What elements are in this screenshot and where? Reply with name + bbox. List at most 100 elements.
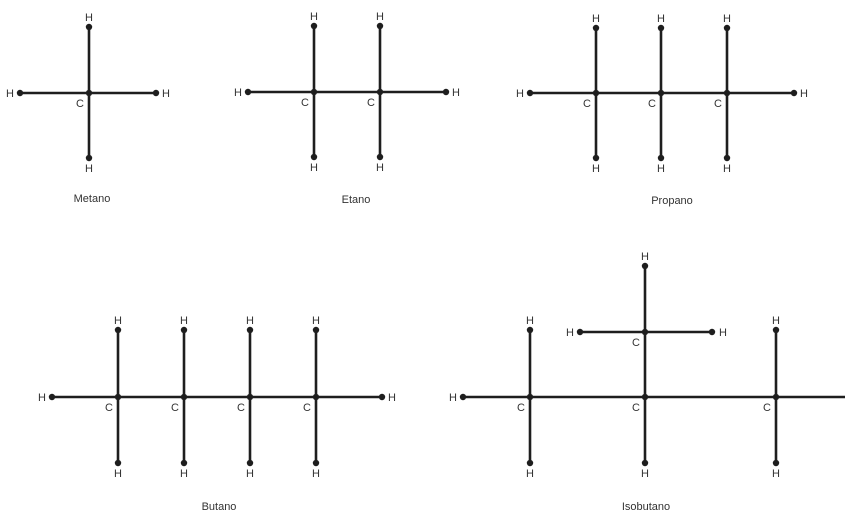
hydrogen-label: H bbox=[310, 162, 318, 174]
bond-end-dot bbox=[114, 459, 122, 467]
carbon-node bbox=[85, 89, 93, 97]
bond-end-dot bbox=[152, 89, 160, 97]
carbon-label: C bbox=[76, 98, 84, 110]
hydrogen-label: H bbox=[641, 251, 649, 263]
hydrogen-label: H bbox=[657, 163, 665, 175]
hydrogen-label: H bbox=[723, 13, 731, 25]
hydrogen-label: H bbox=[526, 468, 534, 480]
hydrogen-label: H bbox=[114, 468, 122, 480]
hydrogen-label: H bbox=[566, 327, 574, 339]
hydrogen-label: H bbox=[772, 315, 780, 327]
bond-end-dot bbox=[723, 24, 731, 32]
bond-end-dot bbox=[657, 24, 665, 32]
bond-end-dot bbox=[85, 154, 93, 162]
bond-end-dot bbox=[244, 88, 252, 96]
carbon-label: C bbox=[301, 97, 309, 109]
bond-end-dot bbox=[592, 154, 600, 162]
bond-end-dot bbox=[657, 154, 665, 162]
hydrogen-label: H bbox=[246, 468, 254, 480]
bond-end-dot bbox=[310, 22, 318, 30]
hydrogen-label: H bbox=[162, 88, 170, 100]
hydrogen-label: H bbox=[234, 87, 242, 99]
bond-end-dot bbox=[723, 154, 731, 162]
hydrogen-label: H bbox=[376, 162, 384, 174]
hydrogen-label: H bbox=[312, 315, 320, 327]
bond-end-dot bbox=[312, 459, 320, 467]
caption-isobutano: Isobutano bbox=[622, 501, 670, 512]
carbon-node bbox=[180, 393, 188, 401]
bond-end-dot bbox=[708, 328, 716, 336]
bond-end-dot bbox=[85, 23, 93, 31]
carbon-node bbox=[641, 393, 649, 401]
carbon-label: C bbox=[105, 402, 113, 414]
bond-end-dot bbox=[310, 153, 318, 161]
carbon-label: C bbox=[367, 97, 375, 109]
bond-end-dot bbox=[526, 89, 534, 97]
bond-end-dot bbox=[526, 326, 534, 334]
carbon-label: C bbox=[303, 402, 311, 414]
carbon-node bbox=[246, 393, 254, 401]
hydrogen-label: H bbox=[85, 163, 93, 175]
hydrogen-label: H bbox=[246, 315, 254, 327]
hydrogen-label: H bbox=[641, 468, 649, 480]
bond-end-dot bbox=[376, 22, 384, 30]
hydrogen-label: H bbox=[526, 315, 534, 327]
bond-end-dot bbox=[312, 326, 320, 334]
hydrogen-label: H bbox=[376, 11, 384, 23]
molecule-etano: H H H H C H H C bbox=[234, 11, 460, 174]
hydrogen-label: H bbox=[114, 315, 122, 327]
bond-end-dot bbox=[592, 24, 600, 32]
carbon-node bbox=[641, 328, 649, 336]
molecule-butano: H H H H C H H C H H C H H C bbox=[38, 315, 396, 480]
bond-end-dot bbox=[442, 88, 450, 96]
bond-end-dot bbox=[16, 89, 24, 97]
bond-end-dot bbox=[246, 459, 254, 467]
hydrogen-label: H bbox=[516, 88, 524, 100]
carbon-node bbox=[526, 393, 534, 401]
bond-end-dot bbox=[376, 153, 384, 161]
hydrogen-label: H bbox=[388, 392, 396, 404]
bond-end-dot bbox=[526, 459, 534, 467]
carbon-label: C bbox=[632, 402, 640, 414]
carbon-label: C bbox=[517, 402, 525, 414]
hydrogen-label: H bbox=[180, 468, 188, 480]
carbon-label: C bbox=[648, 98, 656, 110]
carbon-node bbox=[657, 89, 665, 97]
bond-end-dot bbox=[772, 459, 780, 467]
hydrogen-label: H bbox=[592, 13, 600, 25]
carbon-label: C bbox=[632, 337, 640, 349]
bond-end-dot bbox=[378, 393, 386, 401]
hydrogen-label: H bbox=[723, 163, 731, 175]
hydrogen-label: H bbox=[6, 88, 14, 100]
hydrogen-label: H bbox=[38, 392, 46, 404]
carbon-label: C bbox=[583, 98, 591, 110]
bond-end-dot bbox=[180, 459, 188, 467]
molecule-isobutano: H H H C H H C H H C H H C bbox=[449, 251, 845, 480]
carbon-node bbox=[376, 88, 384, 96]
carbon-label: C bbox=[763, 402, 771, 414]
molecule-metano: H H H H C bbox=[6, 12, 170, 175]
caption-butano: Butano bbox=[202, 501, 237, 512]
caption-propano: Propano bbox=[651, 195, 693, 207]
carbon-node bbox=[592, 89, 600, 97]
carbon-node bbox=[310, 88, 318, 96]
hydrogen-label: H bbox=[800, 88, 808, 100]
hydrogen-label: H bbox=[310, 11, 318, 23]
caption-metano: Metano bbox=[74, 193, 111, 205]
bond-end-dot bbox=[246, 326, 254, 334]
hydrogen-label: H bbox=[719, 327, 727, 339]
hydrogen-label: H bbox=[657, 13, 665, 25]
bond-end-dot bbox=[641, 262, 649, 270]
caption-etano: Etano bbox=[342, 194, 371, 206]
hydrogen-label: H bbox=[772, 468, 780, 480]
hydrogen-label: H bbox=[452, 87, 460, 99]
molecule-propano: H H H H C H H C H H C bbox=[516, 13, 808, 175]
carbon-label: C bbox=[714, 98, 722, 110]
hydrogen-label: H bbox=[592, 163, 600, 175]
carbon-label: C bbox=[237, 402, 245, 414]
bond-end-dot bbox=[180, 326, 188, 334]
hydrogen-label: H bbox=[85, 12, 93, 24]
bond-end-dot bbox=[576, 328, 584, 336]
carbon-node bbox=[772, 393, 780, 401]
